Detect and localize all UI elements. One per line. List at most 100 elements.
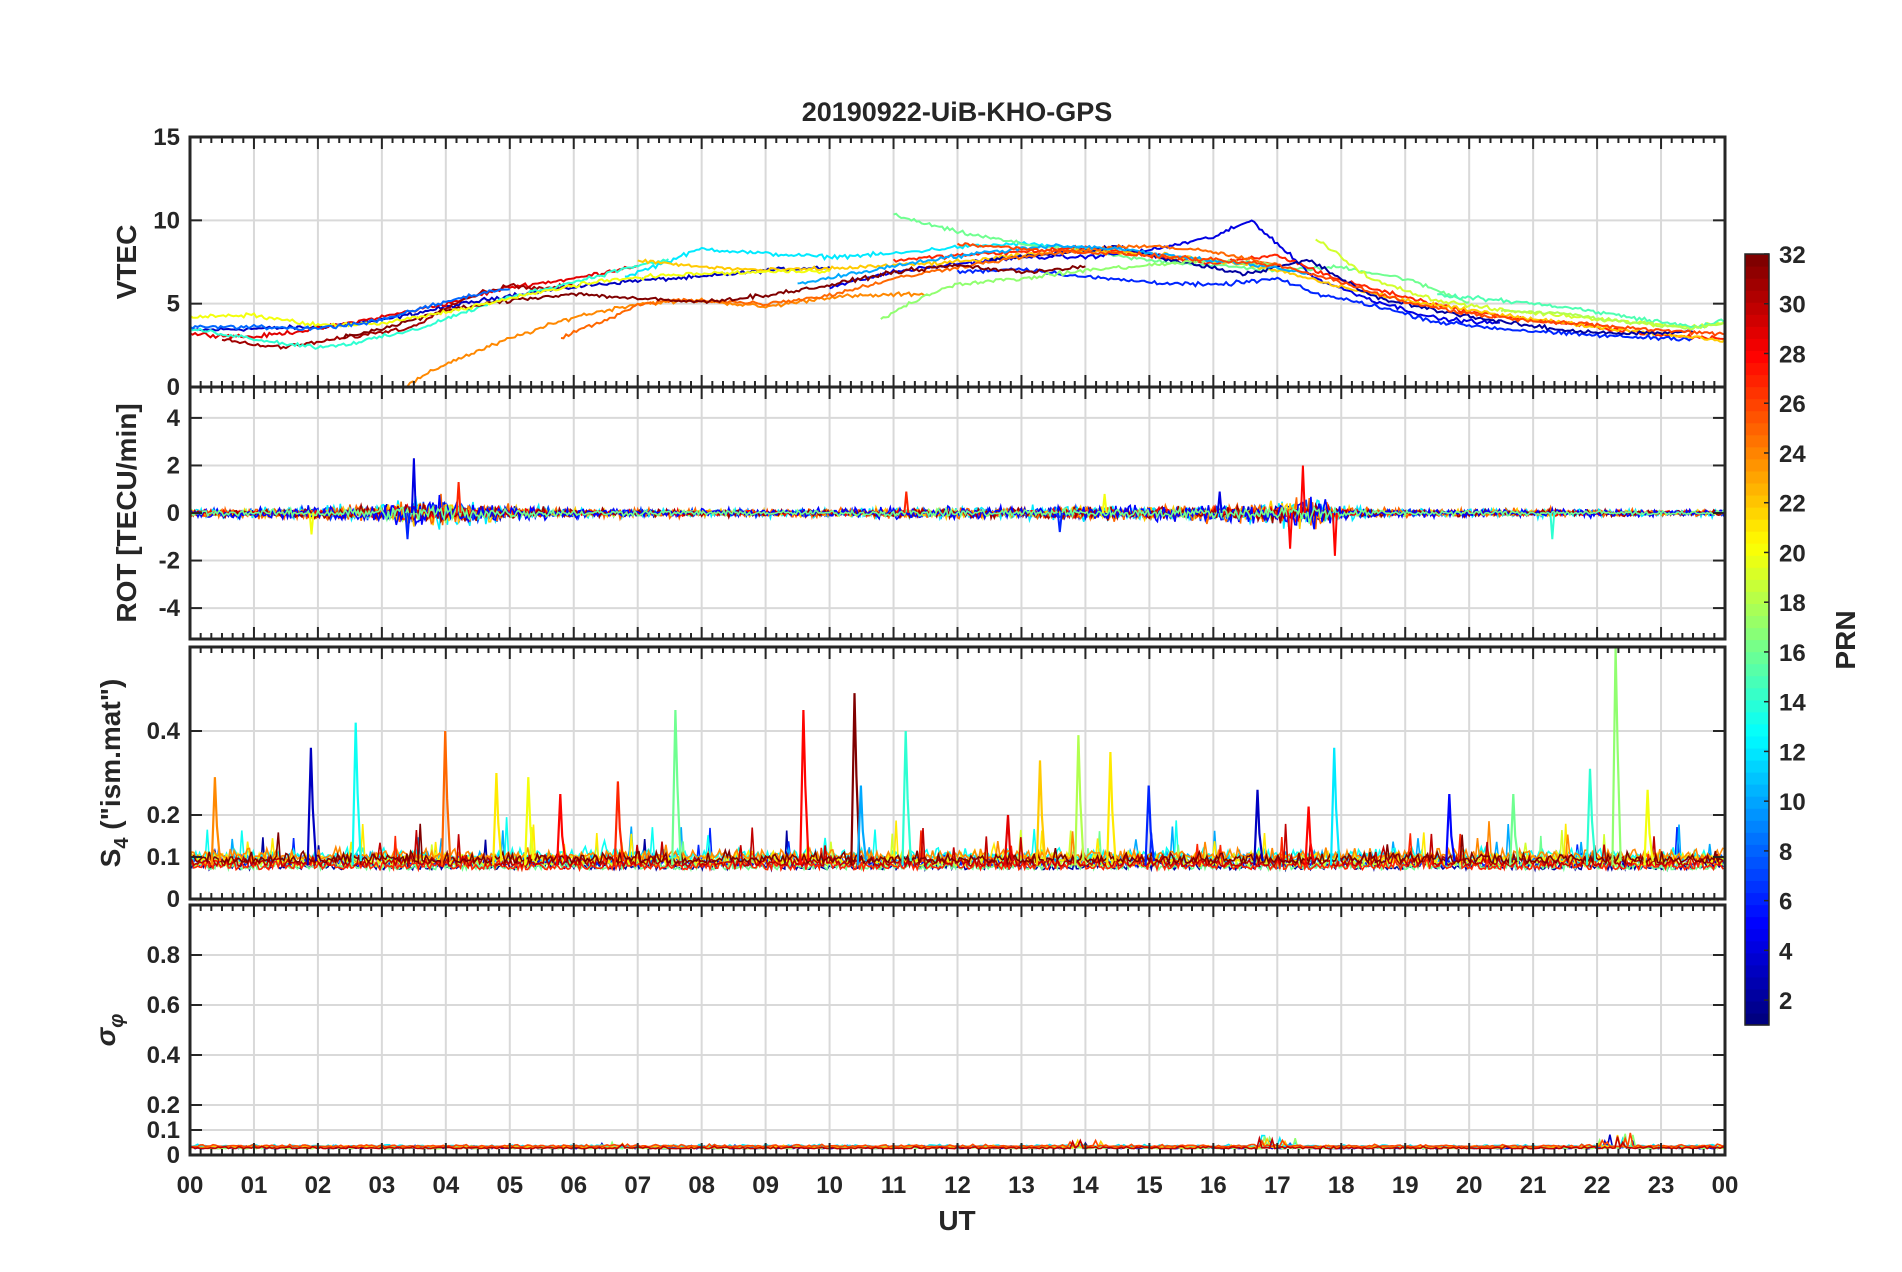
rot-spike — [903, 491, 910, 514]
colorbar-label: PRN — [1830, 610, 1861, 669]
s4-ytick-label: 0.2 — [147, 802, 180, 829]
s4-peak-prn-12 — [1329, 747, 1341, 866]
colorbar-band — [1745, 1012, 1769, 1026]
colorbar-band — [1745, 772, 1769, 785]
colorbar-band — [1745, 832, 1769, 845]
x-tick-label: 16 — [1200, 1172, 1227, 1199]
vtec-series-prn-8 — [189, 288, 510, 332]
colorbar-tick-label: 32 — [1779, 242, 1806, 269]
vtec-ytick-label: 15 — [153, 124, 180, 151]
rot-ytick-label: -4 — [159, 595, 181, 622]
vtec-series-prn-6 — [956, 267, 1693, 342]
colorbar-band — [1745, 434, 1769, 448]
colorbar-band — [1745, 615, 1769, 629]
colorbar-band — [1745, 603, 1769, 617]
s4-peak-prn-14 — [1585, 768, 1597, 866]
vtec-series-prn-15 — [1437, 293, 1725, 330]
colorbar-band — [1745, 723, 1769, 737]
sig-ytick-label: 0.4 — [147, 1042, 181, 1069]
s4-peak-prn-13 — [351, 722, 362, 866]
x-tick-label: 01 — [241, 1172, 268, 1199]
colorbar-band — [1745, 374, 1769, 388]
s4-ytick-label: 0.4 — [147, 718, 181, 745]
rot-spike — [1331, 512, 1338, 556]
vtec-series-prn-26 — [956, 242, 1726, 338]
x-tick-label: 22 — [1584, 1172, 1611, 1199]
colorbar-band — [1745, 844, 1769, 857]
s4-peak-prn-16 — [1509, 793, 1520, 866]
colorbar-band — [1745, 470, 1769, 484]
s4-peak-prn-18 — [1074, 735, 1085, 866]
colorbar-tick-label: 26 — [1779, 391, 1806, 418]
s4-peak-prn-32 — [850, 693, 861, 866]
vtec-ytick-label: 10 — [153, 207, 180, 234]
colorbar-tick-label: 14 — [1779, 690, 1806, 717]
colorbar-tick-label: 30 — [1779, 292, 1806, 319]
colorbar-band — [1745, 711, 1769, 725]
x-tick-label: 05 — [496, 1172, 523, 1199]
vtec-series-prn-14 — [189, 258, 670, 350]
colorbar-gradient — [1745, 254, 1769, 1026]
rot-spike — [1056, 512, 1063, 533]
colorbar-band — [1745, 663, 1769, 677]
rot-spike — [410, 458, 417, 514]
colorbar-band — [1745, 338, 1769, 351]
colorbar-band — [1745, 988, 1769, 1002]
x-tick-label: 09 — [752, 1172, 779, 1199]
s4-peak-prn-21 — [492, 772, 503, 866]
panel-vtec-lines — [189, 212, 1726, 387]
panel-rot-lines — [189, 458, 1726, 556]
vtec-series-prn-17 — [880, 258, 1278, 320]
rot-spike — [1287, 512, 1293, 549]
s4-peak-prn-24 — [210, 777, 222, 866]
colorbar-band — [1745, 627, 1769, 641]
colorbar-tick-label: 10 — [1779, 789, 1806, 816]
colorbar-band — [1745, 808, 1769, 821]
rot-ytick-label: 0 — [167, 500, 180, 527]
colorbar-band — [1745, 651, 1769, 665]
x-tick-label: 23 — [1648, 1172, 1675, 1199]
colorbar-band — [1745, 362, 1769, 376]
colorbar-band — [1745, 880, 1769, 894]
colorbar-band — [1745, 856, 1769, 869]
sig-ytick-label: 0 — [167, 1142, 180, 1169]
colorbar-band — [1745, 531, 1769, 544]
colorbar-band — [1745, 422, 1769, 436]
x-tick-label: 12 — [944, 1172, 971, 1199]
rot-spike — [1216, 491, 1223, 514]
x-tick-label: 00 — [1712, 1172, 1739, 1199]
s4-peak-prn-14 — [901, 730, 912, 866]
colorbar-band — [1745, 976, 1769, 990]
colorbar-band — [1745, 675, 1769, 689]
s4-peak-prn-28 — [1304, 806, 1315, 866]
s4-peak-prn-3 — [1253, 789, 1264, 866]
colorbar-tick-label: 2 — [1779, 988, 1792, 1015]
colorbar-band — [1745, 699, 1769, 713]
rot-spike — [1101, 493, 1108, 514]
x-tick-label: 10 — [816, 1172, 843, 1199]
colorbar-band — [1745, 446, 1769, 460]
x-tick-label: 20 — [1456, 1172, 1483, 1199]
x-tick-label: 21 — [1520, 1172, 1547, 1199]
colorbar-band — [1745, 759, 1769, 773]
x-tick-label: 02 — [305, 1172, 332, 1199]
colorbar-tick-label: 12 — [1779, 739, 1806, 766]
x-tick-label: 15 — [1136, 1172, 1163, 1199]
x-tick-label: 19 — [1392, 1172, 1419, 1199]
colorbar-band — [1745, 591, 1769, 604]
x-tick-label: 14 — [1072, 1172, 1099, 1199]
colorbar-band — [1745, 350, 1769, 364]
x-axis-tick-labels: 00 01 02 03 04 05 06 07 08 09 10 11 12 13 14 15 16 17 18 19… — [177, 1172, 1739, 1199]
colorbar-frame — [1744, 253, 1770, 1026]
s4-peak-prn-6 — [1144, 785, 1155, 866]
sig-ytick-label: 0.6 — [147, 992, 180, 1019]
s4-peak-prn-22 — [1035, 760, 1047, 866]
vtec-ytick-label: 5 — [167, 291, 180, 318]
colorbar-band — [1745, 735, 1769, 749]
vtec-series-prn-20 — [189, 268, 831, 328]
s4-peak-prn-29 — [1003, 814, 1015, 866]
x-tick-label: 03 — [369, 1172, 396, 1199]
panel-rot: -4 -2 0 2 4 ROT [TECU/min] — [111, 385, 1727, 641]
